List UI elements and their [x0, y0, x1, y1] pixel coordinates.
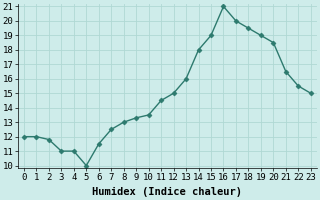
X-axis label: Humidex (Indice chaleur): Humidex (Indice chaleur): [92, 187, 242, 197]
